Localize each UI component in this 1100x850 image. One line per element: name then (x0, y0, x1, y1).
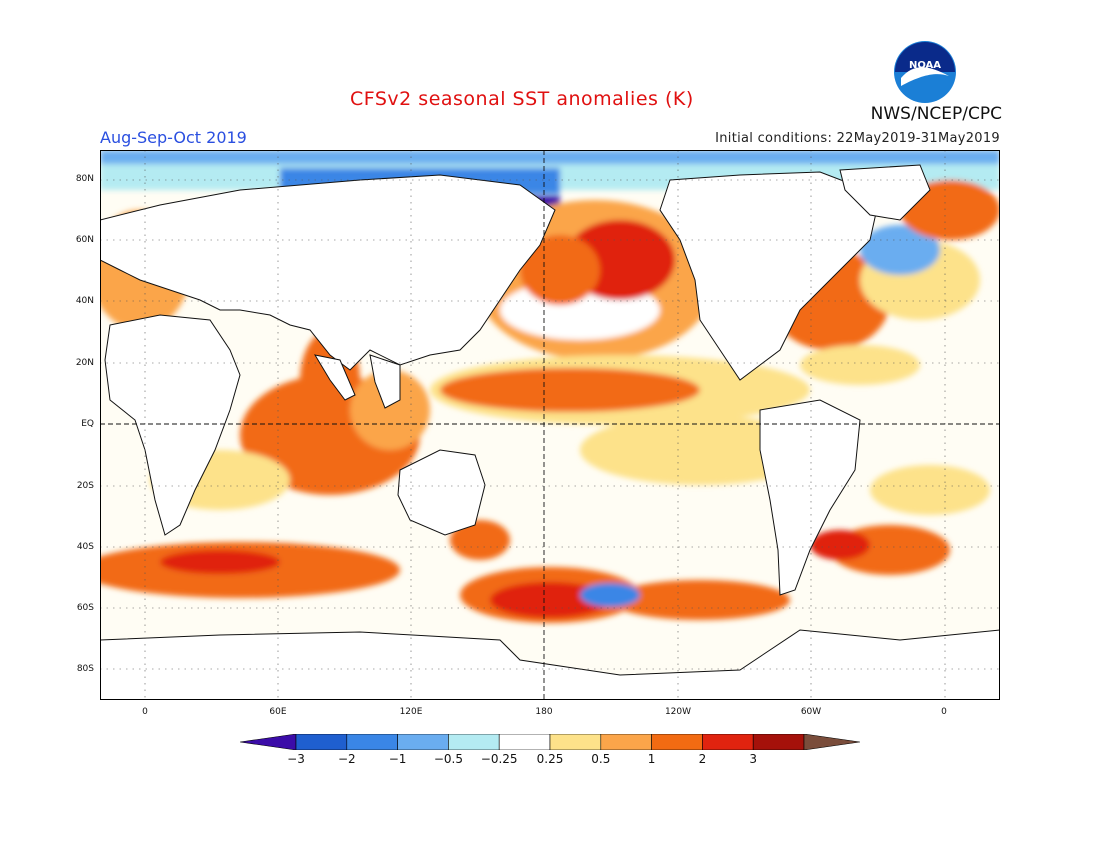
colorbar-swatch (240, 734, 297, 750)
lon-tick-label: 180 (535, 707, 553, 717)
colorbar-tick-label: −0.25 (480, 752, 518, 766)
lon-tick-label: 120W (664, 707, 692, 717)
lon-tick-label: 0 (142, 707, 148, 717)
colorbar-tick-label: 0.5 (591, 752, 611, 766)
colorbar-swatch (498, 734, 551, 750)
colorbar-tick-label: −3 (287, 752, 305, 766)
lat-tick-label: 60S (76, 603, 94, 613)
colorbar-swatch (549, 734, 602, 750)
sst-anomaly-map (100, 150, 1000, 700)
colorbar-swatch (752, 734, 805, 750)
colorbar-swatch (803, 734, 860, 750)
lon-tick-label: 60W (800, 707, 822, 717)
colorbar-tick-label: 3 (749, 752, 758, 766)
noaa-logo: NOAA (894, 41, 956, 103)
lon-tick-label: 60E (269, 707, 287, 717)
colorbar-swatch (651, 734, 703, 750)
colorbar-swatch (448, 734, 500, 750)
lat-tick-label: 80S (76, 664, 94, 674)
colorbar-tick-label: −1 (388, 752, 407, 766)
colorbar (240, 734, 860, 750)
logo-text: NOAA (909, 60, 941, 71)
lat-tick-label: 80N (75, 174, 94, 184)
colorbar-swatch (295, 734, 348, 750)
lon-tick-label: 0 (941, 707, 947, 717)
colorbar-tick-label: 1 (647, 752, 656, 766)
colorbar-tick-label: −0.5 (433, 752, 463, 766)
colorbar-swatch (702, 734, 754, 750)
season-label: Aug-Sep-Oct 2019 (100, 128, 247, 147)
lat-tick-label: EQ (81, 419, 94, 429)
colorbar-tick-label: 0.25 (536, 752, 564, 766)
lat-tick-label: 40S (76, 542, 94, 552)
colorbar-swatch (397, 734, 449, 750)
colorbar-swatch (346, 734, 398, 750)
colorbar-swatch (600, 734, 652, 750)
lat-tick-label: 20S (76, 481, 94, 491)
lat-tick-label: 20N (75, 358, 94, 368)
colorbar-tick-label: −2 (337, 752, 356, 766)
lat-tick-label: 40N (75, 296, 94, 306)
chart-title: CFSv2 seasonal SST anomalies (K) (350, 88, 694, 110)
initial-conditions-label: Initial conditions: 22May2019-31May2019 (715, 131, 1000, 146)
agency-label: NWS/NCEP/CPC (870, 104, 1002, 124)
lat-tick-label: 60N (75, 235, 94, 245)
lon-tick-label: 120E (399, 707, 423, 717)
colorbar-tick-label: 2 (698, 752, 707, 766)
